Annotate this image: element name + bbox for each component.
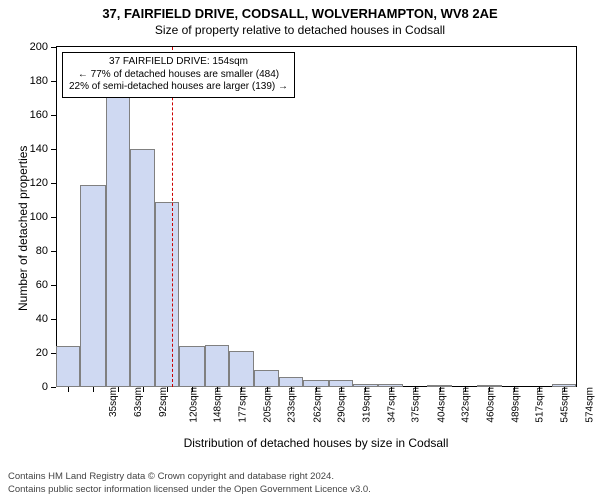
xtick-mark (143, 387, 144, 392)
histogram-bar (155, 202, 179, 387)
xtick-mark (489, 387, 490, 392)
xtick-label: 148sqm (207, 387, 224, 423)
xtick-mark (539, 387, 540, 392)
xtick-mark (316, 387, 317, 392)
xtick-label: 35sqm (102, 387, 119, 417)
xtick-label: 404sqm (430, 387, 447, 423)
xtick-mark (465, 387, 466, 392)
xtick-label: 517sqm (529, 387, 546, 423)
histogram-bar (229, 351, 253, 387)
histogram-bar (329, 380, 353, 387)
property-marker-line (172, 47, 173, 387)
xtick-label: 63sqm (127, 387, 144, 417)
ytick-label: 0 (42, 381, 56, 393)
chart-title: 37, FAIRFIELD DRIVE, CODSALL, WOLVERHAMP… (0, 0, 600, 21)
xtick-mark (93, 387, 94, 392)
histogram-bar (130, 149, 154, 387)
ytick-label: 60 (36, 279, 56, 291)
xtick-label: 460sqm (479, 387, 496, 423)
histogram-bar (254, 370, 279, 387)
footer-attribution: Contains HM Land Registry data © Crown c… (0, 471, 600, 496)
ytick-label: 80 (36, 245, 56, 257)
ytick-label: 200 (30, 41, 56, 53)
y-axis-label: Number of detached properties (16, 146, 30, 311)
chart-subtitle: Size of property relative to detached ho… (0, 21, 600, 37)
x-axis-label: Distribution of detached houses by size … (56, 436, 576, 450)
xtick-mark (291, 387, 292, 392)
xtick-label: 347sqm (380, 387, 397, 423)
xtick-mark (192, 387, 193, 392)
xtick-label: 545sqm (554, 387, 571, 423)
xtick-mark (167, 387, 168, 392)
ytick-label: 100 (30, 211, 56, 223)
histogram-bar (205, 345, 229, 388)
xtick-mark (391, 387, 392, 392)
histogram-bar (106, 84, 130, 387)
xtick-mark (267, 387, 268, 392)
ytick-label: 40 (36, 313, 56, 325)
xtick-label: 432sqm (455, 387, 472, 423)
xtick-label: 205sqm (256, 387, 273, 423)
xtick-label: 319sqm (356, 387, 373, 423)
callout-line-1: 37 FAIRFIELD DRIVE: 154sqm (69, 56, 288, 69)
xtick-mark (118, 387, 119, 392)
histogram-bar (80, 185, 105, 387)
xtick-label: 375sqm (405, 387, 422, 423)
xtick-mark (68, 387, 69, 392)
xtick-mark (564, 387, 565, 392)
xtick-mark (217, 387, 218, 392)
footer-line-2: Contains public sector information licen… (8, 484, 592, 496)
xtick-mark (514, 387, 515, 392)
marker-callout: 37 FAIRFIELD DRIVE: 154sqm ← 77% of deta… (62, 52, 295, 98)
xtick-label: 262sqm (306, 387, 323, 423)
xtick-label: 489sqm (505, 387, 522, 423)
ytick-label: 180 (30, 75, 56, 87)
xtick-mark (341, 387, 342, 392)
histogram-bar (279, 377, 303, 387)
xtick-mark (415, 387, 416, 392)
chart-container: { "header": { "title": "37, FAIRFIELD DR… (0, 0, 600, 500)
ytick-label: 160 (30, 109, 56, 121)
ytick-label: 120 (30, 177, 56, 189)
histogram-bar (303, 380, 328, 387)
y-axis-line (56, 47, 57, 387)
xtick-label: 574sqm (579, 387, 596, 423)
xtick-mark (440, 387, 441, 392)
xtick-mark (241, 387, 242, 392)
xtick-label: 177sqm (232, 387, 249, 423)
xtick-label: 233sqm (281, 387, 298, 423)
xtick-label: 120sqm (182, 387, 199, 423)
callout-line-3: 22% of semi-detached houses are larger (… (69, 81, 288, 94)
callout-line-2: ← 77% of detached houses are smaller (48… (69, 69, 288, 82)
xtick-label: 290sqm (331, 387, 348, 423)
ytick-label: 140 (30, 143, 56, 155)
histogram-bar (179, 346, 204, 387)
footer-line-1: Contains HM Land Registry data © Crown c… (8, 471, 592, 483)
ytick-label: 20 (36, 347, 56, 359)
histogram-bar (56, 346, 80, 387)
xtick-mark (365, 387, 366, 392)
